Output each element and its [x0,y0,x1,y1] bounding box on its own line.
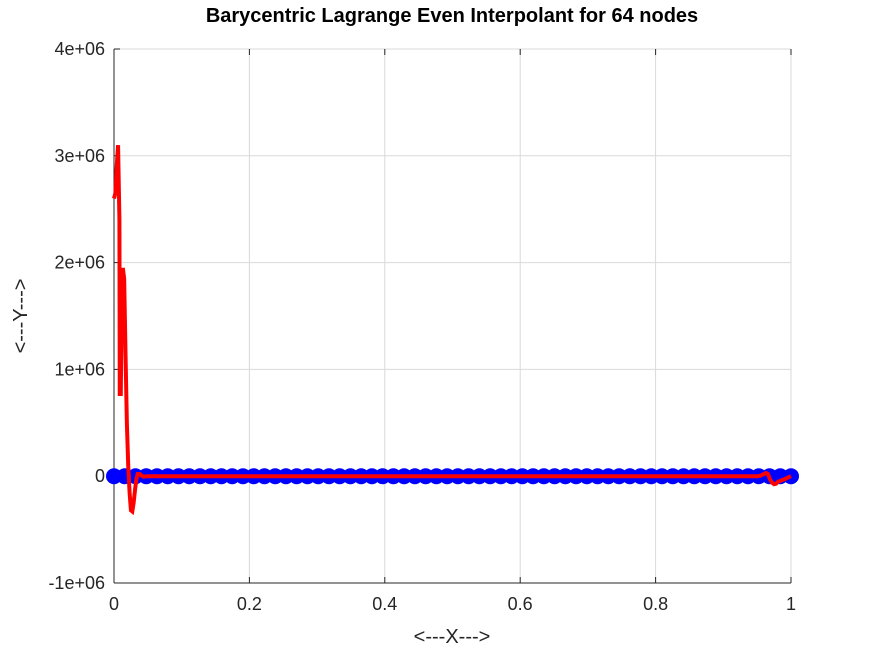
y-axis-label: <---Y---> [10,279,32,354]
x-tick-label: 0.6 [508,594,533,614]
chart-title: Barycentric Lagrange Even Interpolant fo… [206,5,698,27]
grid [113,48,792,584]
y-tick-label: 1e+06 [54,359,105,379]
axes [113,48,792,584]
x-tick-label: 0 [109,594,119,614]
y-tick-label: 4e+06 [54,39,105,59]
x-tick-label: 0.8 [643,594,668,614]
y-tick-label: 3e+06 [54,146,105,166]
interpolant-path [112,144,792,516]
y-tick-label: 0 [95,466,105,486]
x-tick-label: 0.4 [372,594,397,614]
x-axis-label: <---X---> [414,626,491,648]
x-tick-label: 0.2 [237,594,262,614]
y-tick-label: 2e+06 [54,253,105,273]
y-tick-label: -1e+06 [48,573,105,593]
tick-labels: 0 0.2 0.4 0.6 0.8 1-1e+0601e+062e+063e+064e+0… [48,39,796,614]
x-tick-label: 1 [786,594,796,614]
interpolant-line [112,144,792,516]
